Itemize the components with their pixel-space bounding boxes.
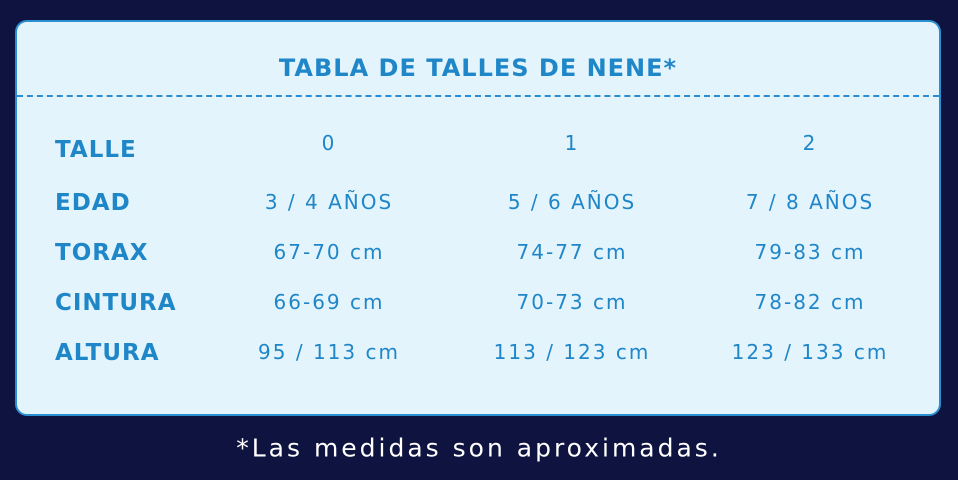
cell-value: 1 [564,131,580,155]
table-title: TABLA DE TALLES DE NENE* [278,54,678,82]
table-row: TORAX 67-70 cm 74-77 cm 79-83 cm [17,240,939,270]
cell-value: 113 / 123 cm [493,340,651,364]
cell-value: 78-82 cm [754,290,866,314]
row-label: TALLE [55,137,137,163]
cell-value: 5 / 6 AÑOS [507,190,637,214]
table-row: TALLE 0 1 2 [17,131,939,167]
row-label: TORAX [55,240,149,266]
cell-value: 95 / 113 cm [258,340,400,364]
cell-value: 79-83 cm [754,240,866,264]
cell-value: 70-73 cm [516,290,628,314]
row-label: CINTURA [55,290,177,316]
footnote: *Las medidas son aproximadas. [236,433,722,463]
row-label: ALTURA [55,340,160,366]
dashed-divider [17,95,939,97]
cell-value: 3 / 4 AÑOS [264,190,394,214]
cell-value: 2 [802,131,818,155]
cell-value: 67-70 cm [273,240,385,264]
cell-value: 123 / 133 cm [731,340,889,364]
table-row: CINTURA 66-69 cm 70-73 cm 78-82 cm [17,290,939,320]
cell-value: 7 / 8 AÑOS [745,190,875,214]
table-row: EDAD 3 / 4 AÑOS 5 / 6 AÑOS 7 / 8 AÑOS [17,190,939,220]
cell-value: 66-69 cm [273,290,385,314]
row-label: EDAD [55,190,131,216]
cell-value: 0 [321,131,337,155]
cell-value: 74-77 cm [516,240,628,264]
size-table-card: TABLA DE TALLES DE NENE* TALLE 0 1 2 EDAD 3 /… [15,20,941,416]
table-row: ALTURA 95 / 113 cm 113 / 123 cm 123 / 133 c… [17,340,939,370]
